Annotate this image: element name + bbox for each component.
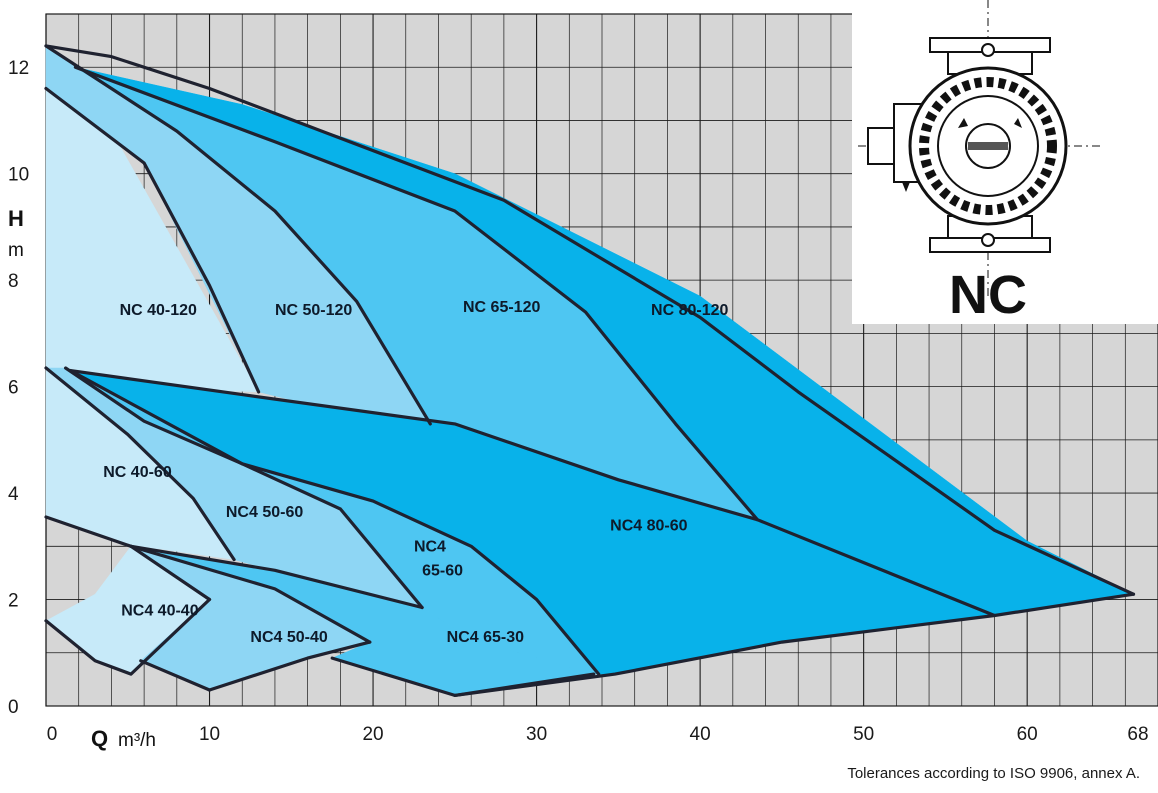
performance-curves xyxy=(44,44,1136,697)
axis-titles: H m Q m³/h xyxy=(8,206,156,751)
y-tick-label: 4 xyxy=(8,484,19,505)
region-label: 65-60 xyxy=(422,563,463,580)
region-label: NC4 50-40 xyxy=(250,629,327,646)
y-axis-unit: m xyxy=(8,240,24,261)
curve-line-5 xyxy=(68,369,997,618)
y-tick-label: 3 xyxy=(8,537,19,558)
pump-model-label: NC xyxy=(949,265,1027,325)
x-tick-label: 60 xyxy=(1017,724,1038,745)
x-axis-ticks: 0 10 20 30 40 50 60 68 xyxy=(47,724,1149,745)
x-axis-unit: m³/h xyxy=(118,730,156,751)
y-tick-label: 1 xyxy=(8,644,19,665)
x-tick-label: 68 xyxy=(1127,724,1148,745)
x-tick-label: 40 xyxy=(690,724,711,745)
pump-diagram-icon: NC xyxy=(852,0,1158,325)
region-label: NC 65-120 xyxy=(463,299,540,316)
region-label: NC4 80-60 xyxy=(610,517,687,534)
curve-line-3 xyxy=(44,86,261,394)
y-tick-label: 11 xyxy=(8,111,28,132)
y-tick-label: 2 xyxy=(8,591,19,612)
region-label: NC 80-120 xyxy=(651,302,728,319)
region-label: NC4 xyxy=(414,539,446,556)
curve-line-10 xyxy=(129,544,424,610)
y-tick-label: 5 xyxy=(8,431,19,452)
curve-line-4 xyxy=(73,65,759,522)
y-tick-label: 10 xyxy=(8,165,29,186)
x-tick-label: 10 xyxy=(199,724,220,745)
y-tick-label: 9 xyxy=(8,218,19,239)
y-tick-label: 7 xyxy=(8,324,19,345)
y-tick-label: 8 xyxy=(8,271,19,292)
y-tick-label: 0 xyxy=(8,697,19,718)
curve-line-8 xyxy=(44,366,236,562)
x-tick-label: 20 xyxy=(362,724,383,745)
x-axis-label: Q xyxy=(91,726,108,751)
region-labels: NC 40-120 NC 50-120 NC 65-120 NC 80-120 NC 4… xyxy=(103,299,728,646)
curve-line-13 xyxy=(139,640,372,692)
x-tick-label: 30 xyxy=(526,724,547,745)
curve-line-1 xyxy=(44,44,1136,596)
tolerance-footnote: Tolerances according to ISO 9906, annex … xyxy=(847,765,1140,782)
region-label: NC4 40-40 xyxy=(121,603,198,620)
y-axis-label: H xyxy=(8,206,24,231)
curve-line-11 xyxy=(129,544,372,644)
curve-line-12 xyxy=(44,597,212,676)
y-tick-label: 6 xyxy=(8,378,19,399)
region-label: NC4 50-60 xyxy=(226,504,303,521)
curve-line-2 xyxy=(44,44,432,426)
region-label: NC 40-120 xyxy=(120,302,197,319)
region-label: NC 50-120 xyxy=(275,302,352,319)
x-tick-label: 50 xyxy=(853,724,874,745)
curve-line-16 xyxy=(453,592,1136,697)
y-tick-label: 12 xyxy=(8,58,29,79)
region-label: NC4 65-30 xyxy=(447,629,524,646)
y-tick-label: 13 xyxy=(8,5,29,26)
x-tick-label: 0 xyxy=(47,724,58,745)
region-label: NC 40-60 xyxy=(103,464,172,481)
curve-line-7 xyxy=(68,369,601,676)
